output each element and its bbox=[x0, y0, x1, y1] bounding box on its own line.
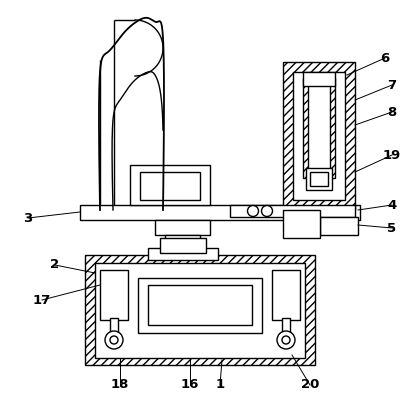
Bar bbox=[100, 270, 128, 320]
Circle shape bbox=[110, 336, 118, 344]
Bar bbox=[165, 235, 199, 255]
Bar bbox=[302, 78, 334, 178]
Bar bbox=[130, 165, 209, 205]
Bar bbox=[281, 318, 289, 333]
Bar bbox=[319, 217, 357, 235]
Bar bbox=[307, 83, 329, 171]
Text: 1: 1 bbox=[215, 378, 224, 391]
Text: 6: 6 bbox=[380, 51, 389, 64]
Bar bbox=[302, 72, 334, 86]
Text: 8: 8 bbox=[387, 105, 396, 118]
Bar bbox=[80, 205, 359, 220]
Bar bbox=[159, 238, 206, 253]
Text: 20: 20 bbox=[300, 378, 318, 391]
Circle shape bbox=[247, 205, 258, 216]
Text: 17: 17 bbox=[33, 293, 51, 307]
Text: 2: 2 bbox=[50, 258, 59, 271]
Circle shape bbox=[105, 331, 123, 349]
Bar bbox=[282, 62, 354, 210]
Circle shape bbox=[261, 205, 272, 216]
Text: 4: 4 bbox=[387, 199, 396, 211]
Bar bbox=[309, 172, 327, 186]
Bar bbox=[292, 72, 344, 200]
Bar bbox=[147, 285, 252, 325]
Bar bbox=[110, 318, 118, 333]
Text: 19: 19 bbox=[382, 149, 400, 162]
Text: 3: 3 bbox=[23, 211, 33, 224]
Bar bbox=[147, 248, 218, 260]
Text: 18: 18 bbox=[111, 378, 129, 391]
Bar bbox=[230, 205, 354, 217]
Bar bbox=[138, 278, 261, 333]
Text: 7: 7 bbox=[387, 79, 396, 92]
Bar bbox=[271, 270, 299, 320]
Bar bbox=[305, 168, 331, 190]
Bar bbox=[282, 210, 319, 238]
Circle shape bbox=[276, 331, 294, 349]
Bar bbox=[85, 255, 314, 365]
Text: 16: 16 bbox=[180, 378, 199, 391]
Bar bbox=[95, 263, 304, 358]
Text: 5: 5 bbox=[387, 222, 396, 235]
Bar bbox=[140, 172, 199, 200]
Bar bbox=[154, 220, 209, 235]
Circle shape bbox=[281, 336, 289, 344]
